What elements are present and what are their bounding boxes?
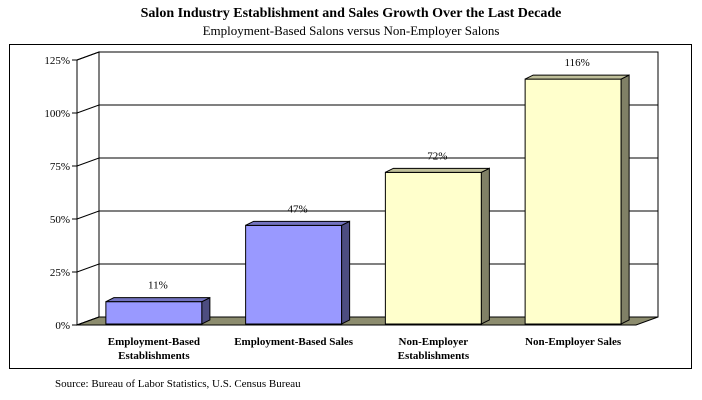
bar-side bbox=[620, 74, 630, 325]
chart-frame bbox=[9, 44, 692, 369]
y-tick-label: 100% bbox=[44, 108, 70, 120]
gridline bbox=[76, 104, 658, 114]
bar-front bbox=[384, 171, 482, 325]
bar bbox=[245, 220, 351, 325]
bar-front bbox=[245, 224, 343, 325]
data-label: 47% bbox=[288, 203, 308, 215]
x-tick-label: Non-Employer Sales bbox=[525, 336, 622, 348]
y-axis: 0% 25% 50% 75% 100% 125% bbox=[44, 55, 78, 332]
x-tick-label: Employment-Based Sales bbox=[234, 336, 354, 348]
bar bbox=[105, 296, 211, 325]
data-labels: 11% 47% 72% 116% bbox=[148, 57, 590, 292]
chart-subtitle: Employment-Based Salons versus Non-Emplo… bbox=[202, 23, 500, 38]
bar-top bbox=[105, 297, 211, 303]
bar bbox=[524, 74, 630, 325]
x-tick-label: Establishments bbox=[398, 350, 470, 362]
source-note: Source: Bureau of Labor Statistics, U.S.… bbox=[55, 378, 301, 390]
y-tick-label: 125% bbox=[44, 55, 70, 67]
bar-front bbox=[105, 301, 203, 325]
y-tick-label: 0% bbox=[55, 320, 70, 332]
bar-top bbox=[245, 220, 350, 226]
bar-side bbox=[341, 220, 351, 325]
left-wall bbox=[76, 51, 100, 326]
bar bbox=[384, 167, 490, 325]
chart-title: Salon Industry Establishment and Sales G… bbox=[140, 6, 562, 21]
x-axis: Employment-Based Establishments Employment… bbox=[108, 336, 622, 362]
bar-side bbox=[480, 167, 490, 325]
y-tick-label: 50% bbox=[50, 214, 70, 226]
y-tick-label: 25% bbox=[50, 267, 70, 279]
x-tick-label: Non-Employer bbox=[399, 336, 469, 348]
gridline bbox=[76, 51, 658, 61]
data-label: 11% bbox=[148, 280, 168, 292]
gridline bbox=[76, 157, 658, 167]
x-tick-label: Establishments bbox=[118, 350, 190, 362]
bar-front bbox=[524, 78, 622, 325]
data-label: 72% bbox=[427, 150, 447, 162]
y-tick-label: 75% bbox=[50, 161, 70, 173]
bars bbox=[105, 74, 630, 325]
bar-top bbox=[385, 167, 490, 173]
bar-top bbox=[524, 74, 630, 80]
data-label: 116% bbox=[564, 57, 589, 69]
x-tick-label: Employment-Based bbox=[108, 336, 200, 348]
